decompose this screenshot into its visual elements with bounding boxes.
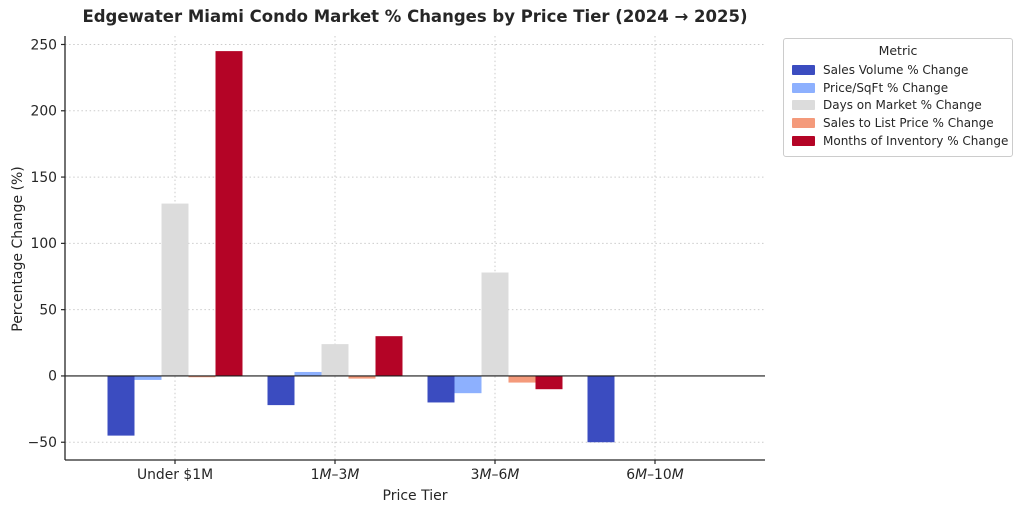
y-tick-label: −50 xyxy=(28,435,57,451)
legend-label: Sales Volume % Change xyxy=(823,62,969,77)
legend-swatch xyxy=(792,118,815,129)
legend-swatch xyxy=(792,82,815,93)
legend: Metric Sales Volume % Change Price/SqFt %… xyxy=(783,38,1013,157)
legend-items: Sales Volume % Change Price/SqFt % Change… xyxy=(792,61,1008,150)
bar-s2-c0 xyxy=(161,203,189,376)
y-tick-label: 0 xyxy=(48,369,57,385)
legend-item: Sales Volume % Change xyxy=(792,61,1004,79)
chart-title: Edgewater Miami Condo Market % Changes b… xyxy=(82,7,748,26)
legend-swatch xyxy=(792,136,815,147)
legend-item: Sales to List Price % Change xyxy=(792,114,1004,132)
legend-title: Metric xyxy=(878,43,918,58)
x-tick-label: Under $1M xyxy=(137,467,213,483)
x-tick-label: 6M–10M xyxy=(626,467,683,483)
y-tick-label: 100 xyxy=(30,236,57,252)
legend-label: Price/SqFt % Change xyxy=(823,80,949,95)
legend-label: Months of Inventory % Change xyxy=(823,134,1009,149)
bar-s3-c2 xyxy=(508,375,536,383)
bar-s4-c1 xyxy=(375,336,403,376)
legend-item: Months of Inventory % Change xyxy=(792,132,1008,150)
bar-s4-c2 xyxy=(535,375,563,390)
legend-label: Days on Market % Change xyxy=(823,98,982,113)
legend-item: Days on Market % Change xyxy=(792,97,1004,115)
bar-s0-c0 xyxy=(107,375,135,436)
bar-s1-c1 xyxy=(294,371,322,376)
y-tick-label: 50 xyxy=(39,302,57,318)
y-axis-label: Percentage Change (%) xyxy=(10,166,26,332)
bar-s0-c3 xyxy=(587,375,615,443)
bar-s1-c2 xyxy=(454,375,482,394)
legend-swatch xyxy=(792,100,815,111)
bar-s0-c2 xyxy=(427,375,455,403)
bar-s2-c2 xyxy=(481,272,509,376)
legend-label: Sales to List Price % Change xyxy=(823,116,994,131)
x-axis-label: Price Tier xyxy=(382,488,448,504)
y-tick-label: 200 xyxy=(30,104,57,120)
legend-item: Price/SqFt % Change xyxy=(792,79,1004,97)
bar-s3-c1 xyxy=(348,375,376,379)
bar-s1-c0 xyxy=(134,375,162,380)
y-tick-label: 150 xyxy=(30,170,57,186)
bar-s0-c1 xyxy=(267,375,295,406)
legend-swatch xyxy=(792,64,815,75)
bar-s2-c1 xyxy=(321,344,349,376)
bar-s4-c0 xyxy=(215,51,243,376)
bar-s3-c0 xyxy=(188,375,216,378)
x-tick-label: 1M–3M xyxy=(311,467,360,483)
y-tick-label: 250 xyxy=(30,37,57,53)
x-tick-label: 3M–6M xyxy=(471,467,520,483)
